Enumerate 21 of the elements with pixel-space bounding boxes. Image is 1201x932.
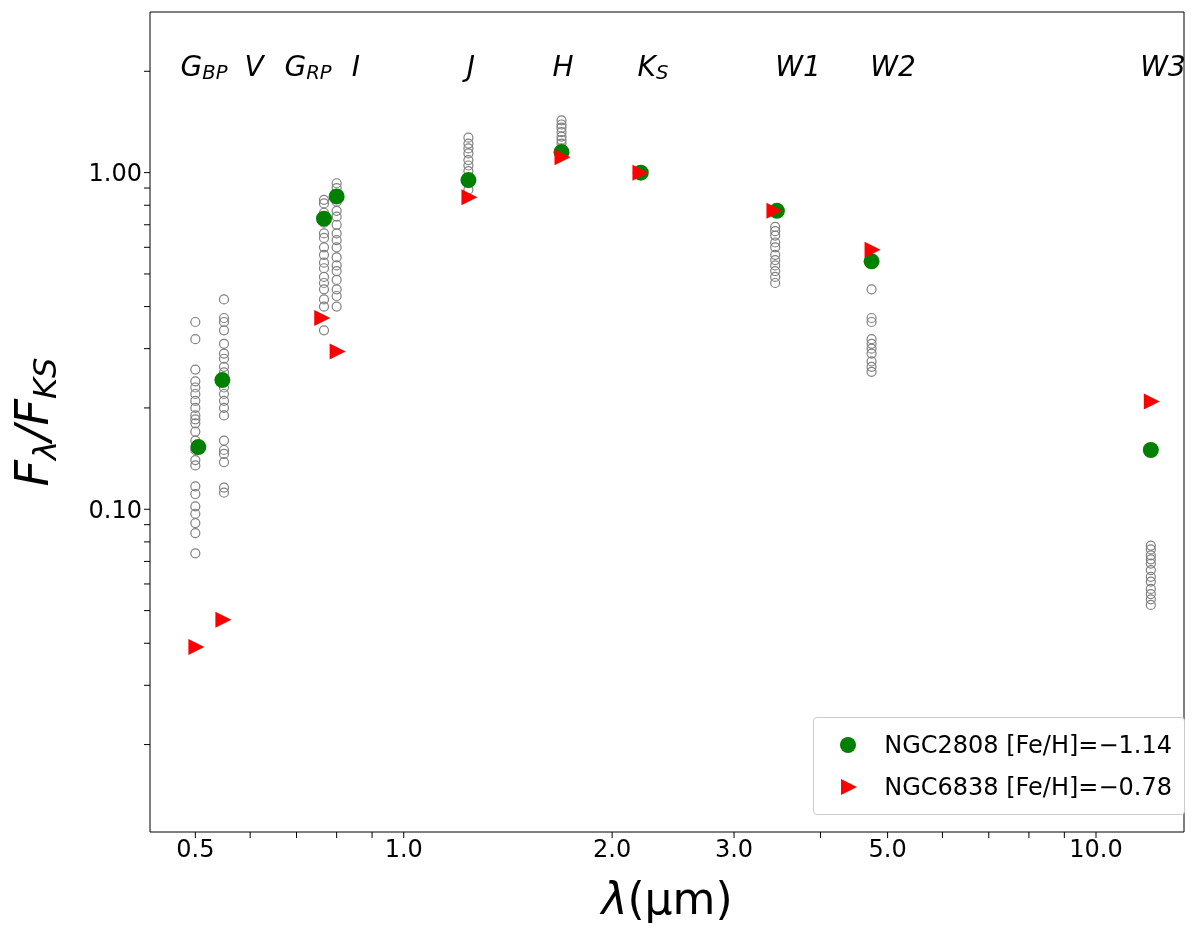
x-tick-label: 3.0 bbox=[714, 835, 754, 864]
annotation: G$_{BP}$ bbox=[180, 50, 228, 84]
x-tick-label: 2.0 bbox=[593, 835, 632, 864]
annotation: W1 bbox=[775, 50, 821, 83]
x-axis-title: λ(μm) bbox=[599, 873, 733, 924]
annotation: H bbox=[552, 50, 574, 83]
x-tick-label: 1.0 bbox=[384, 835, 423, 864]
legend-label: NGC2808 [Fe/H]=−1.14 bbox=[884, 730, 1172, 761]
x-tick-label: 5.0 bbox=[868, 835, 907, 864]
annotation: G$_{RP}$ bbox=[284, 50, 332, 84]
legend-label: NGC6838 [Fe/H]=−0.78 bbox=[884, 772, 1172, 803]
annotation: K$_{S}$ bbox=[637, 50, 669, 84]
annotation: W3 bbox=[1140, 50, 1186, 83]
y-tick-label: 1.00 bbox=[88, 159, 142, 188]
y-tick-label: 0.10 bbox=[88, 495, 142, 524]
annotation: V bbox=[244, 50, 266, 83]
annotation: W2 bbox=[870, 50, 916, 83]
x-tick-label: 10.0 bbox=[1069, 835, 1123, 864]
annotation: J bbox=[461, 50, 476, 83]
x-tick-label: 0.5 bbox=[176, 835, 215, 864]
annotation: I bbox=[351, 50, 361, 83]
